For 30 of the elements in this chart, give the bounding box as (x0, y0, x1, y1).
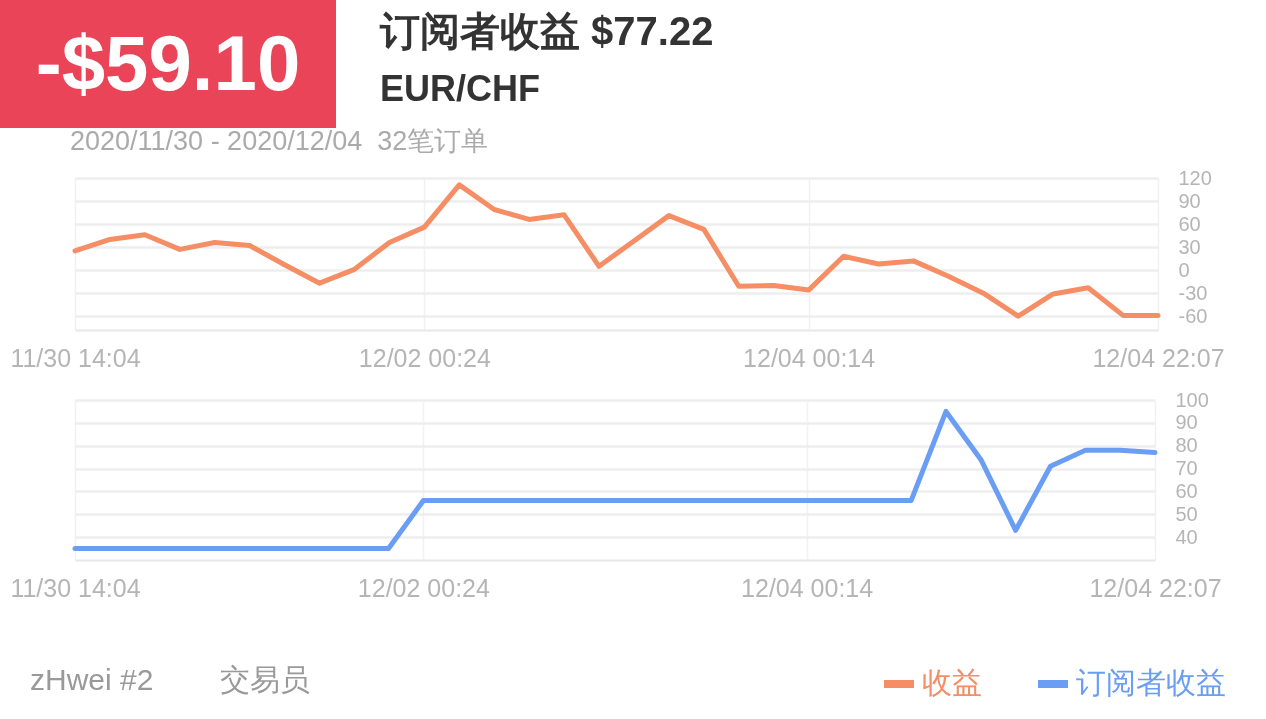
y-tick-label: 90 (1175, 411, 1198, 434)
y-tick-label: 90 (1178, 189, 1201, 212)
y-tick-label: 70 (1175, 457, 1198, 480)
x-tick-label: 12/04 00:14 (741, 573, 874, 602)
y-tick-label: 100 (1175, 388, 1209, 411)
value-badge: -$59.10 (0, 0, 336, 128)
x-tick-label: 12/02 00:24 (357, 573, 491, 602)
y-tick-label: 0 (1178, 258, 1190, 281)
text: 收益 (922, 666, 982, 699)
y-tick-label: 60 (1178, 212, 1201, 235)
x-tick-label: 11/30 14:04 (10, 573, 141, 602)
y-tick-label: 60 (1175, 479, 1198, 502)
y-tick-label: 120 (1178, 166, 1212, 189)
y-tick-label: 50 (1175, 502, 1198, 525)
x-tick-label: 11/30 14:04 (10, 343, 141, 372)
y-tick-label: -60 (1178, 304, 1208, 327)
x-tick-label: 12/04 22:07 (1089, 573, 1222, 602)
text: 2020/11/30 - 2020/12/04 32笔订单 (70, 126, 489, 158)
y-tick-label: 80 (1175, 434, 1198, 457)
legend-label: 订阅者收益 (1076, 666, 1226, 699)
x-tick-label: 12/02 00:24 (358, 343, 491, 372)
chart-title: 订阅者收益 $77.22 (380, 8, 714, 54)
y-tick-label: -30 (1178, 281, 1208, 304)
y-tick-label: 40 (1175, 525, 1198, 548)
y-tick-label: 30 (1178, 235, 1201, 258)
x-tick-label: 12/04 00:14 (743, 343, 876, 372)
text: 交易员 (220, 663, 310, 698)
chart-subtitle: EUR/CHF (380, 68, 540, 110)
text: zHwei #2 (30, 663, 154, 698)
x-tick-label: 12/04 22:07 (1092, 343, 1225, 372)
